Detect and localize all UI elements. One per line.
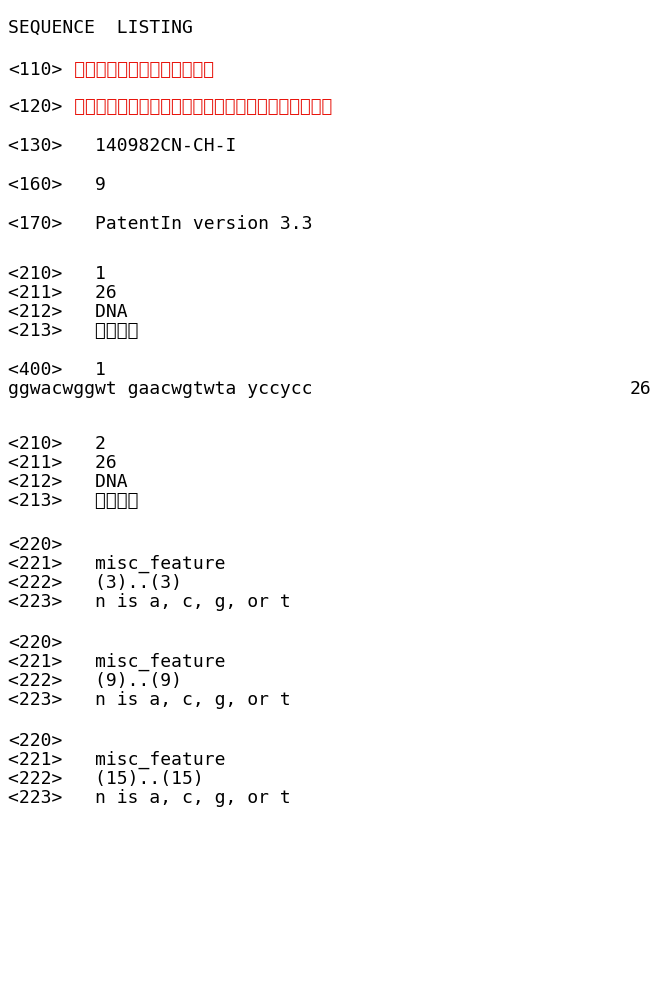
Text: 26: 26	[630, 380, 652, 398]
Text: <211>   26: <211> 26	[8, 454, 117, 472]
Text: 上海派森诺生物科技有限公司: 上海派森诺生物科技有限公司	[57, 61, 213, 79]
Text: <110>: <110>	[8, 61, 63, 79]
Text: <212>   DNA: <212> DNA	[8, 303, 127, 321]
Text: <223>   n is a, c, g, or t: <223> n is a, c, g, or t	[8, 691, 291, 709]
Text: <170>   PatentIn version 3.3: <170> PatentIn version 3.3	[8, 215, 313, 233]
Text: <160>   9: <160> 9	[8, 176, 106, 194]
Text: <222>   (9)..(9): <222> (9)..(9)	[8, 672, 182, 690]
Text: <223>   n is a, c, g, or t: <223> n is a, c, g, or t	[8, 789, 291, 807]
Text: <223>   n is a, c, g, or t: <223> n is a, c, g, or t	[8, 593, 291, 611]
Text: <120>: <120>	[8, 98, 63, 116]
Text: <213>   人工序列: <213> 人工序列	[8, 492, 139, 510]
Text: <220>: <220>	[8, 536, 63, 554]
Text: 一种基于短序列高通量测序检测肉制品材料来源的方法: 一种基于短序列高通量测序检测肉制品材料来源的方法	[57, 98, 332, 116]
Text: <213>   人工序列: <213> 人工序列	[8, 322, 139, 340]
Text: <220>: <220>	[8, 732, 63, 750]
Text: <211>   26: <211> 26	[8, 284, 117, 302]
Text: <220>: <220>	[8, 634, 63, 652]
Text: <212>   DNA: <212> DNA	[8, 473, 127, 491]
Text: <221>   misc_feature: <221> misc_feature	[8, 653, 225, 671]
Text: <221>   misc_feature: <221> misc_feature	[8, 555, 225, 573]
Text: SEQUENCE  LISTING: SEQUENCE LISTING	[8, 19, 193, 37]
Text: ggwacwggwt gaacwgtwta yccycc: ggwacwggwt gaacwgtwta yccycc	[8, 380, 313, 398]
Text: <210>   1: <210> 1	[8, 265, 106, 283]
Text: <130>   140982CN-CH-I: <130> 140982CN-CH-I	[8, 137, 236, 155]
Text: <400>   1: <400> 1	[8, 361, 106, 379]
Text: <221>   misc_feature: <221> misc_feature	[8, 751, 225, 769]
Text: <210>   2: <210> 2	[8, 435, 106, 453]
Text: <222>   (3)..(3): <222> (3)..(3)	[8, 574, 182, 592]
Text: <222>   (15)..(15): <222> (15)..(15)	[8, 770, 203, 788]
